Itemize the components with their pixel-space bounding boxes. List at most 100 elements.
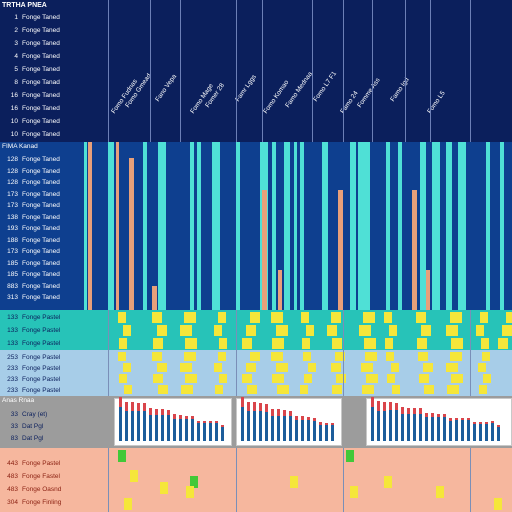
mini-bar-top <box>191 416 194 419</box>
yellow-cell <box>119 374 127 383</box>
row-label: 5 Fonge Taned <box>0 64 108 75</box>
cyan-bar <box>458 142 466 310</box>
yellow-cell <box>391 363 399 372</box>
cyan-bar <box>143 142 147 310</box>
mini-bar-panel <box>366 397 512 446</box>
mini-bar-top <box>173 414 176 419</box>
mini-bar-top <box>131 402 134 411</box>
row-label: 233 Fonge Pastel <box>0 363 108 374</box>
row-number: 133 <box>7 314 18 321</box>
mini-bar <box>143 411 146 441</box>
mini-bar-top <box>125 401 128 411</box>
mini-bar-top <box>461 418 464 421</box>
mini-bar <box>325 424 328 441</box>
row-text: Fonge Pastel <box>22 365 61 372</box>
yellow-cell <box>184 312 196 323</box>
row-text: Dat Pgl <box>22 423 44 430</box>
yellow-cell <box>392 385 400 394</box>
mini-bar-top <box>247 401 250 412</box>
column-label: Famr Lggs <box>234 73 258 103</box>
row-text: Dat Pgl <box>22 435 44 442</box>
row-label: 233 Fonge Pastel <box>0 374 108 385</box>
salmon-bar <box>262 190 267 310</box>
yellow-cell <box>218 352 226 361</box>
mini-bar-panel <box>236 397 342 446</box>
yellow-cell <box>124 385 132 394</box>
mini-bar <box>209 423 212 441</box>
grid-line <box>343 0 344 142</box>
yellow-cell <box>152 352 162 361</box>
mini-bar-top <box>431 413 434 418</box>
lightblue-block-row-labels: 253 Fonge Pastel 233 Fonge Pastel 233 Fonge P… <box>0 350 108 396</box>
mini-bar <box>131 411 134 441</box>
row-number: 3 <box>14 40 18 47</box>
cyan-bar <box>486 142 490 310</box>
row-label: 133 Fonge Pastel <box>0 312 108 323</box>
mini-bar <box>221 427 224 441</box>
column-label: Fomo Komao <box>262 79 291 115</box>
mini-bar-top <box>395 402 398 411</box>
row-label: 10 Fonge Taned <box>0 116 108 127</box>
yellow-cell <box>350 486 358 498</box>
mini-bar-top <box>119 397 122 407</box>
mini-bar-top <box>167 409 170 415</box>
row-number: 10 <box>10 131 18 138</box>
yellow-cell <box>481 338 489 349</box>
cyan-bar <box>294 142 297 310</box>
row-number: 483 <box>7 473 18 480</box>
mini-bar <box>161 415 164 441</box>
mini-bar <box>407 413 410 441</box>
row-label: 16 Fonge Taned <box>0 90 108 101</box>
row-number: 128 <box>7 179 18 186</box>
grid-line <box>180 0 181 142</box>
mini-bar-top <box>497 425 500 428</box>
row-label: 133 Fonge Pastel <box>0 325 108 336</box>
yellow-cell <box>304 374 312 383</box>
yellow-cell <box>271 352 283 361</box>
grid-line <box>343 448 344 512</box>
yellow-cell <box>302 338 310 349</box>
mini-bar-top <box>203 421 206 423</box>
mini-bar-top <box>325 422 328 425</box>
row-text: Fonge Pastel <box>22 314 61 321</box>
yellow-cell <box>387 374 395 383</box>
yellow-cell <box>424 385 434 394</box>
row-label: 483 Fonge Fastel <box>0 471 108 482</box>
row-number: 4 <box>14 53 18 60</box>
blue-block-row-labels: 128 Fonge Taned 128 Fonge Taned 128 Fonge Tan… <box>0 142 108 310</box>
row-text: Fonge Tanad <box>22 79 60 86</box>
row-label: 4 Fonge Taned <box>0 51 108 62</box>
row-number: 128 <box>7 156 18 163</box>
cyan-bar <box>158 142 166 310</box>
mini-bar-top <box>271 408 274 416</box>
mini-bar <box>215 423 218 441</box>
yellow-cell <box>384 476 392 488</box>
cyan-bar <box>398 142 402 310</box>
yellow-cell <box>363 312 375 323</box>
yellow-cell <box>276 325 288 336</box>
yellow-cell <box>181 385 193 394</box>
mini-bar <box>401 414 404 441</box>
yellow-cell <box>331 312 341 323</box>
yellow-cell <box>389 325 397 336</box>
yellow-cell <box>362 385 374 394</box>
mini-bar <box>449 420 452 441</box>
yellow-cell <box>476 325 484 336</box>
mini-bar <box>419 413 422 441</box>
cyan-bar <box>272 142 276 310</box>
yellow-cell <box>301 312 309 323</box>
mini-bar <box>289 416 292 441</box>
mini-bar-top <box>437 413 440 417</box>
yellow-cell <box>180 363 192 372</box>
yellow-cell <box>246 325 256 336</box>
mini-bar <box>119 407 122 441</box>
mini-bar-top <box>443 414 446 417</box>
row-label: 313 Fonge Taned <box>0 292 108 303</box>
grid-line <box>150 0 151 142</box>
mini-bar-top <box>283 410 286 416</box>
yellow-cell <box>482 352 490 361</box>
mini-bar-top <box>425 412 428 418</box>
yellow-cell <box>130 470 138 482</box>
mini-bar-top <box>289 410 292 416</box>
